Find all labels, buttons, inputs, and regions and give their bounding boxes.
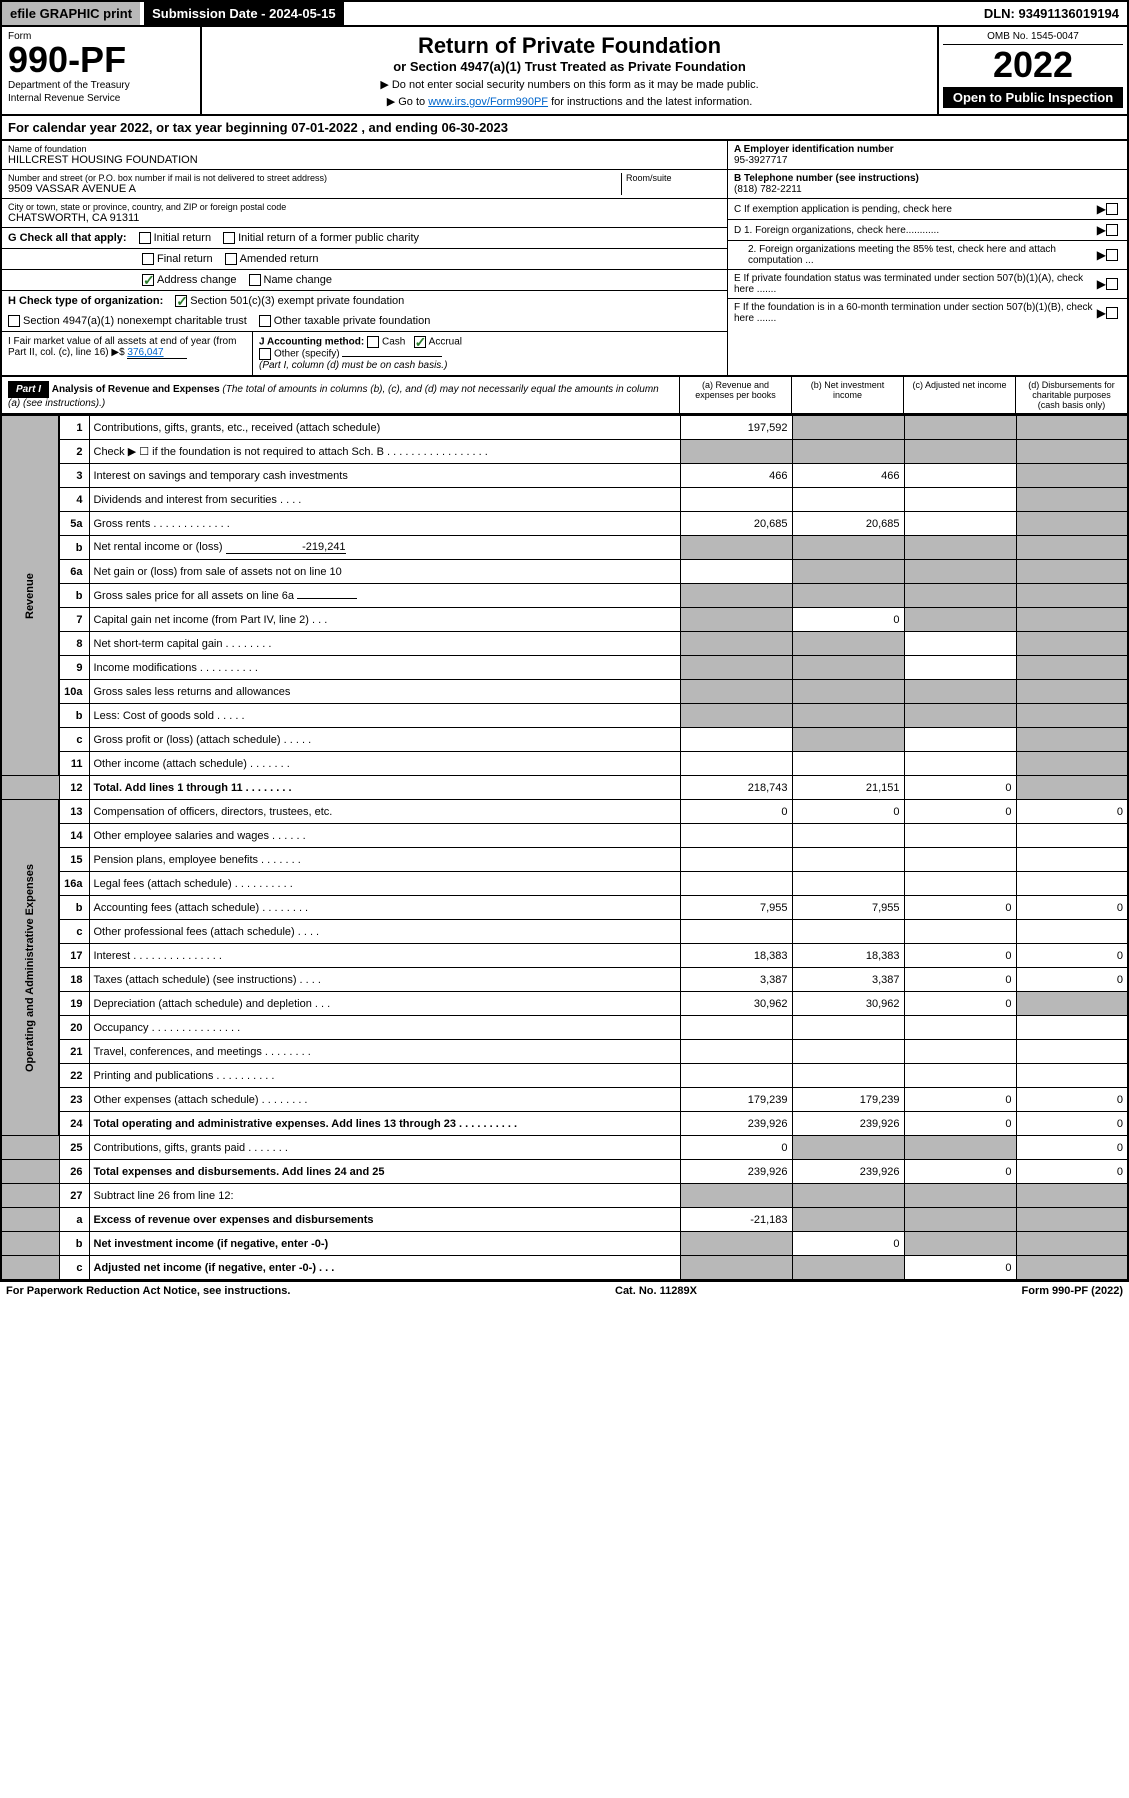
cb-foreign-org[interactable] <box>1106 224 1118 236</box>
cb-4947[interactable] <box>8 315 20 327</box>
cb-name-change[interactable] <box>249 274 261 286</box>
j-label: J Accounting method: <box>259 337 364 348</box>
e-label: E If private foundation status was termi… <box>734 273 1097 295</box>
cb-exemption-pending[interactable] <box>1106 203 1118 215</box>
cb-501c3[interactable] <box>175 295 187 307</box>
form-subtitle: or Section 4947(a)(1) Trust Treated as P… <box>208 59 931 74</box>
col-a-head: (a) Revenue and expenses per books <box>679 377 791 413</box>
submission-date: Submission Date - 2024-05-15 <box>144 2 344 25</box>
cb-accrual[interactable] <box>414 336 426 348</box>
cb-other-taxable[interactable] <box>259 315 271 327</box>
col-b-head: (b) Net investment income <box>791 377 903 413</box>
cb-final[interactable] <box>142 253 154 265</box>
cb-cash[interactable] <box>367 336 379 348</box>
page-footer: For Paperwork Reduction Act Notice, see … <box>0 1281 1129 1300</box>
cat-no: Cat. No. 11289X <box>615 1285 697 1297</box>
cb-initial-former[interactable] <box>223 232 235 244</box>
tax-year: 2022 <box>943 45 1123 85</box>
col-d-head: (d) Disbursements for charitable purpose… <box>1015 377 1127 413</box>
cb-terminated[interactable] <box>1106 278 1118 290</box>
f-label: F If the foundation is in a 60-month ter… <box>734 302 1097 324</box>
city: CHATSWORTH, CA 91311 <box>8 212 721 224</box>
c-label: C If exemption application is pending, c… <box>734 204 1097 215</box>
topbar: efile GRAPHIC print Submission Date - 20… <box>0 0 1129 27</box>
address: 9509 VASSAR AVENUE A <box>8 183 621 195</box>
cb-initial[interactable] <box>139 232 151 244</box>
city-label: City or town, state or province, country… <box>8 202 721 212</box>
analysis-table: Revenue 1Contributions, gifts, grants, e… <box>0 415 1129 1281</box>
irs-link[interactable]: www.irs.gov/Form990PF <box>428 96 548 108</box>
cb-60month[interactable] <box>1106 307 1118 319</box>
i-value[interactable]: 376,047 <box>127 347 187 359</box>
g-label: G Check all that apply: <box>8 232 127 244</box>
form-title: Return of Private Foundation <box>208 33 931 59</box>
a-label: A Employer identification number <box>734 144 894 155</box>
d2-label: 2. Foreign organizations meeting the 85%… <box>748 244 1097 266</box>
room-label: Room/suite <box>626 173 721 183</box>
calendar-year: For calendar year 2022, or tax year begi… <box>0 116 1129 141</box>
address-label: Number and street (or P.O. box number if… <box>8 173 621 183</box>
omb-number: OMB No. 1545-0047 <box>943 31 1123 45</box>
form-ref: Form 990-PF (2022) <box>1022 1285 1123 1297</box>
i-label: I Fair market value of all assets at end… <box>8 336 236 358</box>
cb-other-method[interactable] <box>259 348 271 360</box>
form-header: Form 990-PF Department of the Treasury I… <box>0 27 1129 116</box>
ssn-note: ▶ Do not enter social security numbers o… <box>208 78 931 91</box>
form-number: 990-PF <box>8 42 194 78</box>
name-label: Name of foundation <box>8 144 721 154</box>
b-label: B Telephone number (see instructions) <box>734 173 919 184</box>
efile-button[interactable]: efile GRAPHIC print <box>2 2 140 25</box>
paperwork-notice: For Paperwork Reduction Act Notice, see … <box>6 1285 290 1297</box>
col-c-head: (c) Adjusted net income <box>903 377 1015 413</box>
part1-title: Analysis of Revenue and Expenses <box>52 384 220 395</box>
dln: DLN: 93491136019194 <box>976 2 1127 25</box>
ein: 95-3927717 <box>734 155 787 166</box>
expenses-vlabel: Operating and Administrative Expenses <box>1 800 59 1136</box>
j-note: (Part I, column (d) must be on cash basi… <box>259 360 447 371</box>
dept-irs: Internal Revenue Service <box>8 93 194 104</box>
revenue-vlabel: Revenue <box>1 416 59 776</box>
h-label: H Check type of organization: <box>8 295 163 307</box>
entity-info: Name of foundation HILLCREST HOUSING FOU… <box>0 141 1129 377</box>
part1-label: Part I <box>8 381 49 398</box>
part1-header: Part I Analysis of Revenue and Expenses … <box>0 377 1129 415</box>
foundation-name: HILLCREST HOUSING FOUNDATION <box>8 154 721 166</box>
inspection-label: Open to Public Inspection <box>943 87 1123 108</box>
goto-note: ▶ Go to www.irs.gov/Form990PF for instru… <box>208 95 931 108</box>
cb-amended[interactable] <box>225 253 237 265</box>
d1-label: D 1. Foreign organizations, check here..… <box>734 225 1097 236</box>
dept-treasury: Department of the Treasury <box>8 80 194 91</box>
cb-address-change[interactable] <box>142 274 154 286</box>
phone: (818) 782-2211 <box>734 184 802 195</box>
cb-85pct[interactable] <box>1106 249 1118 261</box>
